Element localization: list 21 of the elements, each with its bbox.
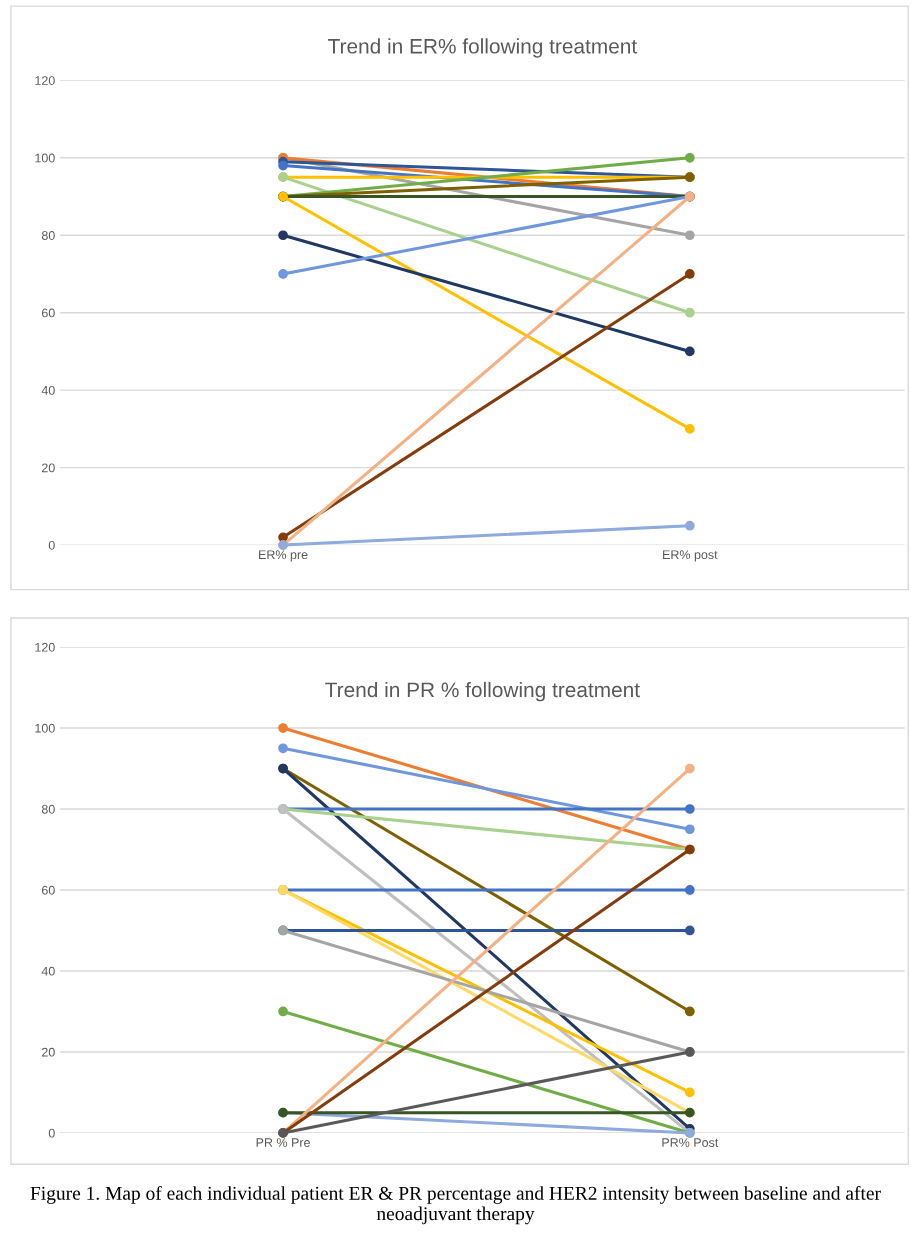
y-tick-label: 80 bbox=[41, 804, 55, 814]
x-tick-label: PR% Post bbox=[662, 1138, 719, 1147]
y-tick-label: 100 bbox=[35, 153, 55, 163]
caption: Figure 1. Map of each individual patient ER & PR percentage and HER2 intensity between baseline and after neoadjuvant therapy bbox=[30, 1185, 881, 1225]
y-tick-label: 120 bbox=[35, 642, 55, 652]
chart-title: Trend in ER% following treatment bbox=[328, 38, 637, 58]
y-tick-label: 40 bbox=[41, 385, 55, 395]
x-tick-label: ER% post bbox=[663, 550, 718, 562]
y-tick-label: 40 bbox=[41, 966, 55, 976]
y-tick-label: 120 bbox=[35, 76, 55, 85]
y-tick-label: 0 bbox=[48, 540, 55, 550]
text: Trend in PR % following treatment bbox=[325, 681, 640, 702]
y-tick-label: 60 bbox=[42, 308, 55, 318]
y-tick-label: 20 bbox=[41, 1047, 55, 1057]
y-tick-label: 0 bbox=[48, 1128, 55, 1138]
y-tick-label: 20 bbox=[41, 463, 55, 473]
y-tick-label: 60 bbox=[42, 885, 55, 895]
x-tick-label: ER% pre bbox=[259, 550, 308, 562]
x-tick-label: PR % Pre bbox=[256, 1138, 310, 1147]
y-tick-label: 80 bbox=[41, 231, 55, 240]
y-tick-label: 100 bbox=[35, 723, 55, 733]
